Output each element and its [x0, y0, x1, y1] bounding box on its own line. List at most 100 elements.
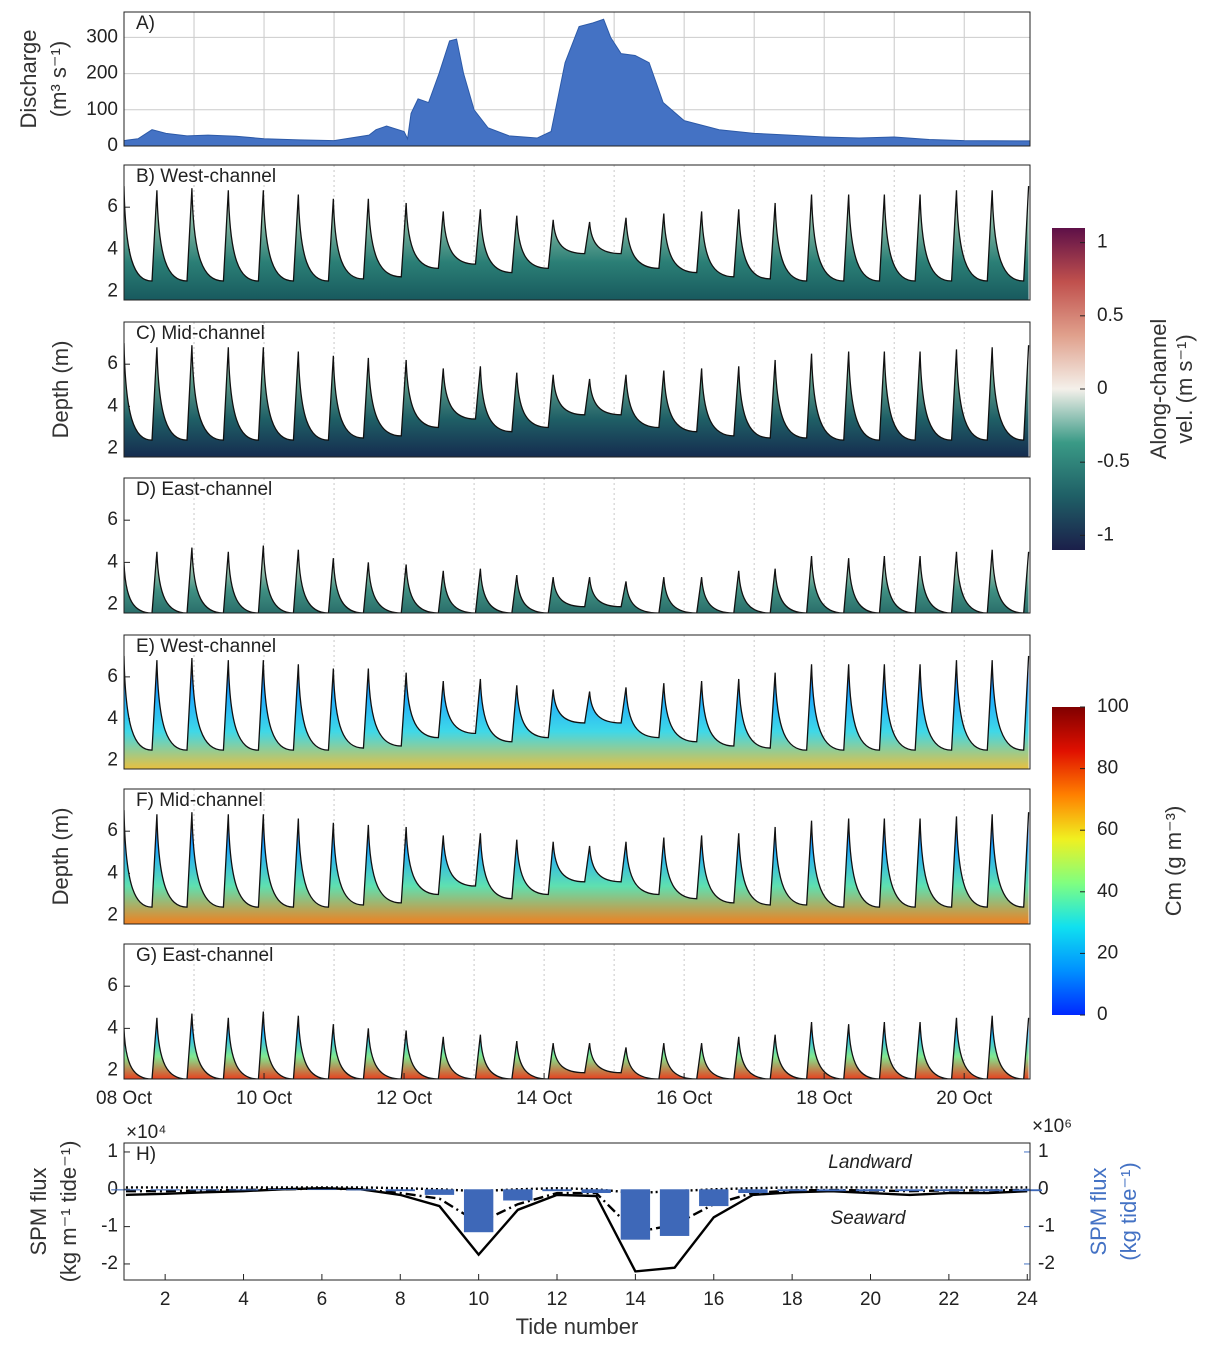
water-level-line	[124, 655, 1030, 751]
panel-label: F) Mid-channel	[136, 790, 263, 811]
flux-bar	[855, 1189, 886, 1192]
water-level-line	[124, 1011, 1030, 1079]
color-field	[124, 1011, 1029, 1079]
water-level-line	[124, 186, 1030, 282]
y-tick-label: 4	[107, 238, 118, 259]
x-tick-label: 14	[625, 1289, 647, 1310]
colorbar	[1052, 228, 1085, 550]
x-tick-label: 10 Oct	[236, 1088, 293, 1109]
flux-bar	[111, 1189, 141, 1191]
x-tick-label: 18 Oct	[796, 1088, 853, 1109]
y-tick-label: 100	[86, 99, 118, 120]
x-tick-label: 12 Oct	[376, 1088, 433, 1109]
colorbar-tick-label: 80	[1097, 758, 1118, 779]
x-tick-label: 14 Oct	[516, 1088, 573, 1109]
y-tick-label: 6	[107, 666, 118, 687]
flux-bar	[659, 1189, 690, 1236]
x-tick-label: 22	[938, 1289, 959, 1310]
x-tick-label: 4	[238, 1289, 249, 1310]
y-tick-label: 6	[107, 820, 118, 841]
y-tick-label: 6	[107, 975, 118, 996]
plot-frame	[123, 634, 1031, 770]
flux-bar	[738, 1189, 768, 1194]
panel-label: G) East-channel	[136, 945, 273, 966]
y-tick-label: 0	[107, 1178, 118, 1199]
colorbar-tick-label: 1	[1097, 232, 1108, 253]
flux-bar	[542, 1189, 572, 1192]
flux-bar	[620, 1189, 651, 1240]
colorbar-tick-label: 100	[1097, 696, 1129, 717]
flux-bar	[424, 1189, 455, 1195]
flux-bar	[150, 1189, 180, 1191]
axis-label: Depth (m)	[48, 341, 73, 439]
y2-tick-label: 0	[1038, 1178, 1049, 1199]
x-tick-label: 8	[395, 1289, 406, 1310]
panel-label: H)	[136, 1144, 156, 1165]
x-tick-label: 16 Oct	[656, 1088, 713, 1109]
x-tick-label: 20 Oct	[936, 1088, 993, 1109]
y2-tick-label: 1	[1038, 1141, 1049, 1162]
flux-bar	[895, 1189, 925, 1192]
y-tick-label: 0	[107, 135, 118, 156]
panel-label: E) West-channel	[136, 636, 276, 657]
axis-label: Depth (m)	[48, 808, 73, 906]
axis-label: (kg m⁻¹ tide⁻¹)	[56, 1141, 81, 1283]
axis-label: Cm (g m⁻³)	[1161, 806, 1186, 917]
y-tick-label: 4	[107, 862, 118, 883]
y-tick-label: 6	[107, 509, 118, 530]
axis-label: SPM flux	[26, 1167, 51, 1255]
x-tick-label: 20	[860, 1289, 881, 1310]
flux-line	[125, 1186, 1028, 1273]
y-tick-label: 4	[107, 1017, 118, 1038]
panel-label: C) Mid-channel	[136, 323, 265, 344]
water-level-line	[124, 343, 1030, 441]
y-tick-label: 300	[86, 26, 118, 47]
panel-label: D) East-channel	[136, 479, 272, 500]
flux-bar	[385, 1189, 415, 1192]
colorbar-tick-label: 0	[1097, 378, 1108, 399]
color-field	[124, 186, 1029, 300]
x-tick-label: 24	[1017, 1289, 1039, 1310]
y-tick-label: 2	[107, 750, 118, 771]
y-tick-label: 2	[107, 1060, 118, 1081]
axis-multiplier: ×10⁶	[1032, 1116, 1072, 1137]
flux-bar	[189, 1189, 220, 1191]
x-tick-label: 6	[317, 1289, 328, 1310]
y2-tick-label: -1	[1038, 1216, 1055, 1237]
y-tick-label: 4	[107, 395, 118, 416]
y-tick-label: 1	[107, 1141, 118, 1162]
flux-bar	[1012, 1189, 1042, 1192]
water-level-line	[124, 810, 1030, 908]
flux-bar	[973, 1189, 1003, 1192]
colorbar-tick-label: 60	[1097, 819, 1118, 840]
color-field	[124, 343, 1029, 457]
x-tick-label: 18	[782, 1289, 803, 1310]
axis-label: Along-channel	[1146, 319, 1171, 460]
flux-bar	[934, 1189, 964, 1192]
panel-label: A)	[136, 13, 155, 34]
color-field	[124, 655, 1029, 769]
plot-frame	[123, 788, 1031, 925]
y-tick-label: 2	[107, 905, 118, 926]
x-tick-label: 16	[703, 1289, 724, 1310]
axis-label: (kg tide⁻¹)	[1116, 1162, 1141, 1260]
y-tick-label: 6	[107, 196, 118, 217]
y-tick-label: -2	[101, 1253, 118, 1274]
plot-frame	[123, 321, 1031, 458]
x-tick-label: 10	[468, 1289, 489, 1310]
y-tick-label: 2	[107, 281, 118, 302]
x-tick-label: 08 Oct	[96, 1088, 153, 1109]
colorbar-tick-label: -1	[1097, 524, 1114, 545]
plot-frame	[123, 11, 1031, 147]
color-field	[124, 545, 1029, 613]
axis-label: vel. (m s⁻¹)	[1172, 334, 1197, 443]
panel-label: B) West-channel	[136, 166, 276, 187]
flux-line	[125, 1186, 1028, 1195]
flux-bar	[777, 1189, 807, 1192]
x-tick-label: 2	[160, 1289, 171, 1310]
colorbar-tick-label: 0	[1097, 1004, 1108, 1025]
water-level-line	[124, 545, 1030, 613]
y-tick-label: 4	[107, 708, 118, 729]
plot-frame	[123, 477, 1031, 614]
